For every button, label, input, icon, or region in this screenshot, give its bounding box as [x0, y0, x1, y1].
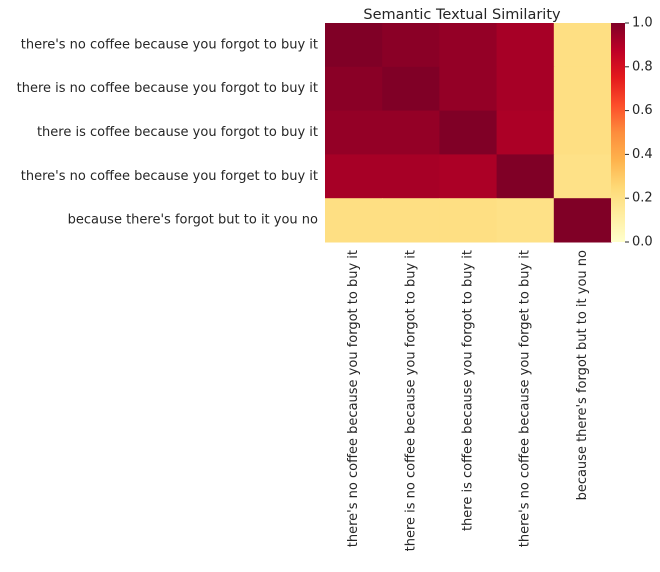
row-labels: there's no coffee because you forgot to …: [17, 37, 318, 227]
heatmap-cell-r1-c1: [382, 66, 440, 112]
heatmap-cell-r2-c0: [325, 110, 383, 155]
heatmap-cell-r0-c2: [439, 23, 498, 68]
heatmap-cell-r2-c1: [382, 110, 440, 155]
heatmap-cell-r0-c0: [325, 23, 383, 68]
heatmap-cell-r0-c1: [382, 23, 440, 68]
heatmap-cell-r3-c3: [496, 154, 555, 199]
column-label: there is no coffee because you forgot to…: [403, 250, 418, 551]
colorbar-tick-label: 0.8: [632, 59, 653, 74]
colorbar-tick-label: 0.6: [632, 103, 653, 118]
heatmap-cell-r2-c2: [439, 110, 498, 155]
row-label: there's no coffee because you forgot to …: [21, 37, 318, 52]
heatmap-cells: [325, 23, 612, 243]
heatmap-cell-r1-c4: [553, 66, 612, 112]
heatmap-cell-r3-c0: [325, 154, 383, 199]
heatmap-cell-r4-c4: [553, 198, 612, 243]
row-label: because there's forgot but to it you no: [68, 213, 318, 228]
heatmap-cell-r1-c2: [439, 66, 498, 112]
colorbar-tick-label: 0.4: [632, 147, 653, 162]
heatmap-cell-r4-c2: [439, 198, 498, 243]
row-label: there is no coffee because you forgot to…: [17, 81, 318, 96]
heatmap-cell-r2-c3: [496, 110, 555, 155]
row-label: there is coffee because you forgot to bu…: [37, 125, 318, 140]
heatmap-cell-r4-c0: [325, 198, 383, 243]
colorbar-tick-label: 0.0: [632, 235, 653, 250]
heatmap-cell-r2-c4: [553, 110, 612, 155]
heatmap-cell-r0-c3: [496, 23, 555, 68]
heatmap-cell-r3-c4: [553, 154, 612, 199]
heatmap-cell-r0-c4: [553, 23, 612, 68]
column-label: there is coffee because you forgot to bu…: [461, 250, 476, 531]
row-label: there's no coffee because you forget to …: [21, 169, 318, 184]
column-label: there's no coffee because you forgot to …: [346, 250, 361, 547]
chart-title: Semantic Textual Similarity: [363, 7, 561, 23]
heatmap-cell-r1-c3: [496, 66, 555, 112]
column-label: there's no coffee because you forget to …: [518, 250, 533, 547]
colorbar-tick-label: 1.0: [632, 16, 653, 31]
colorbar-tick-label: 0.2: [632, 191, 653, 206]
column-label: because there's forgot but to it you no: [575, 250, 590, 500]
heatmap-cell-r3-c1: [382, 154, 440, 199]
heatmap-cell-r1-c0: [325, 66, 383, 112]
heatmap-cell-r3-c2: [439, 154, 498, 199]
heatmap-cell-r4-c3: [496, 198, 555, 243]
colorbar-gradient: [611, 23, 625, 242]
column-labels: there's no coffee because you forgot to …: [346, 250, 590, 551]
heatmap-cell-r4-c1: [382, 198, 440, 243]
colorbar: [611, 23, 625, 242]
colorbar-ticks: 0.0 0.2 0.4 0.6 0.8 1.0: [625, 16, 653, 250]
